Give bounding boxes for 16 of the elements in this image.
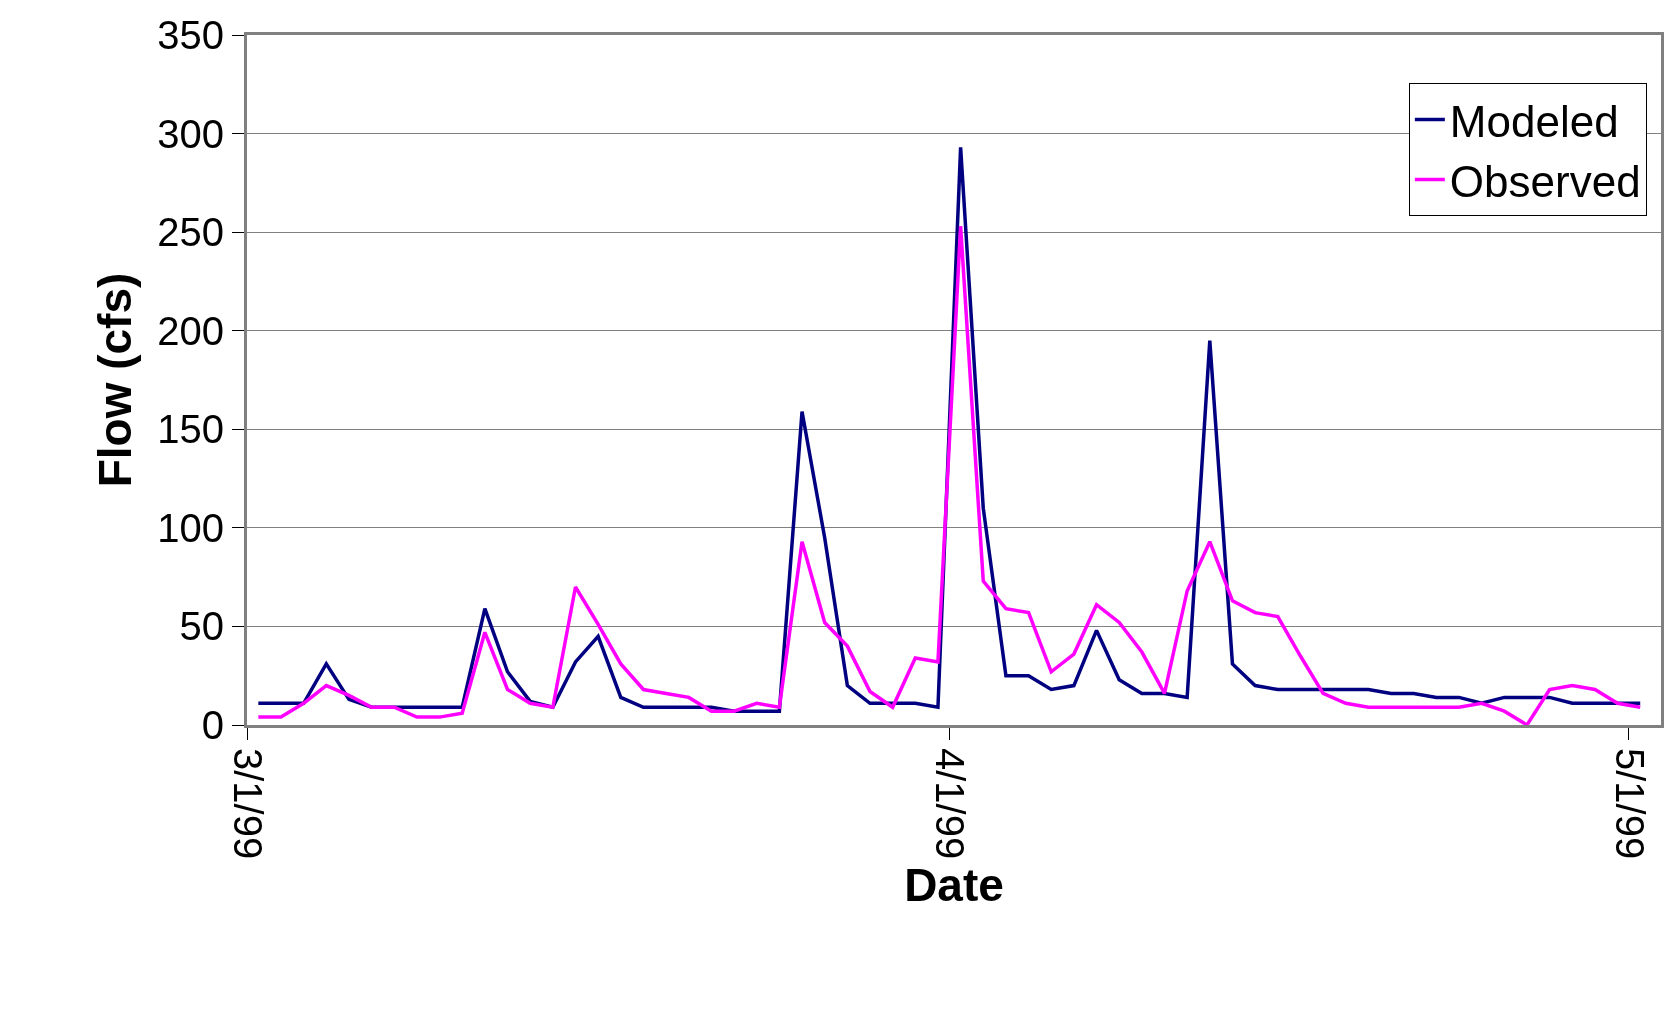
x-tick-label: 3/1/99	[226, 748, 270, 860]
y-axis-title: Flow (cfs)	[88, 272, 141, 488]
y-tick-label: 0	[201, 703, 224, 747]
y-tick-label: 50	[179, 604, 224, 649]
legend-label: Observed	[1449, 156, 1641, 206]
x-tick-label: 4/1/99	[928, 748, 973, 860]
y-tick-label: 350	[157, 13, 224, 57]
line-series	[256, 224, 1642, 725]
y-tick-label: 100	[157, 505, 224, 550]
x-tick-label: 5/1/99	[1607, 748, 1652, 860]
y-tick-label: 300	[157, 111, 224, 156]
x-axis-title: Date	[904, 859, 1004, 912]
y-tick-label: 250	[157, 210, 224, 255]
y-tick-label: 200	[157, 308, 224, 353]
y-tick-label: 150	[157, 407, 224, 452]
legend-label: Modeled	[1449, 96, 1619, 146]
